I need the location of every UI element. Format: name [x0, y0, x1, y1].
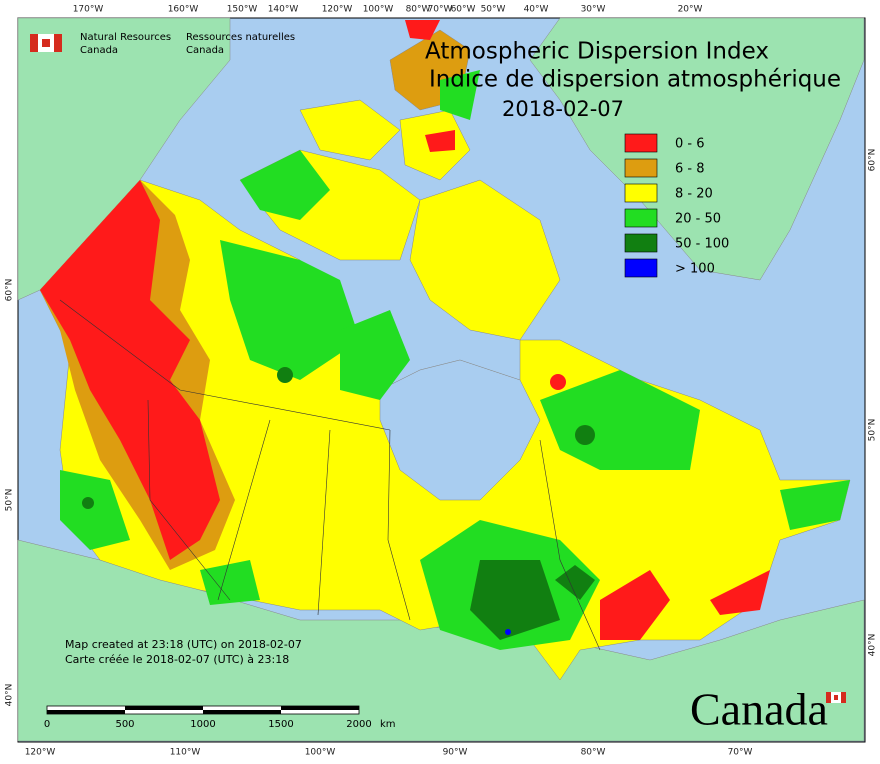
province-borders — [59, 299, 601, 651]
scale-label: 1000 — [190, 719, 215, 730]
graticule-label: 170°W — [73, 5, 104, 15]
graticule-label: 30°W — [581, 5, 606, 15]
dept-fr: Ressources naturelles — [186, 32, 295, 43]
graticule-label: 110°W — [170, 748, 201, 758]
wordmark-flag — [826, 692, 846, 703]
hudson-bay — [379, 359, 541, 501]
legend-swatch — [624, 183, 658, 203]
legend-label: > 100 — [675, 262, 715, 277]
scale-unit: km — [380, 719, 396, 730]
legend-label: 8 - 20 — [675, 187, 713, 202]
graticule-label: 80°W — [581, 748, 606, 758]
legend-label: 20 - 50 — [675, 212, 721, 227]
index-zones — [40, 20, 850, 650]
title-date: 2018-02-07 — [502, 97, 624, 121]
dept-en: Natural Resources — [80, 32, 171, 43]
scale-bar — [46, 705, 360, 715]
graticule-label: 60°N — [868, 149, 878, 172]
scale-label: 1500 — [268, 719, 293, 730]
graticule-label: 140°W — [268, 5, 299, 15]
legend-swatch — [624, 233, 658, 253]
created-fr: Carte créée le 2018-02-07 (UTC) à 23:18 — [65, 653, 289, 666]
dept-fr: Canada — [186, 45, 224, 56]
dept-en: Canada — [80, 45, 118, 56]
legend-label: 0 - 6 — [675, 137, 705, 152]
graticule-label: 40°W — [524, 5, 549, 15]
graticule-label: 120°W — [322, 5, 353, 15]
graticule-label: 20°W — [678, 5, 703, 15]
graticule-label: 100°W — [305, 748, 336, 758]
legend-swatch — [624, 258, 658, 278]
scale-label: 0 — [44, 719, 50, 730]
wordmark: Canada — [690, 684, 828, 735]
graticule-label: 40°N — [868, 634, 878, 657]
graticule-label: 150°W — [227, 5, 258, 15]
title-fr: Indice de dispersion atmosphérique — [429, 67, 841, 93]
graticule-label: 160°W — [168, 5, 199, 15]
legend-swatch — [624, 133, 658, 153]
nrcan-logo — [30, 34, 62, 52]
legend-label: 50 - 100 — [675, 237, 729, 252]
graticule-label: 80°W — [406, 5, 431, 15]
graticule-label: 70°W — [728, 748, 753, 758]
graticule-label: 50°N — [5, 489, 15, 512]
graticule-label: 90°W — [443, 748, 468, 758]
graticule-label: 70°W — [428, 5, 453, 15]
graticule-label: 60°N — [5, 279, 15, 302]
graticule-label: 50°N — [868, 419, 878, 442]
scale-label: 500 — [115, 719, 134, 730]
legend-swatch — [624, 208, 658, 228]
graticule-label: 60°W — [451, 5, 476, 15]
graticule-label: 40°N — [5, 684, 15, 707]
graticule-label: 120°W — [25, 748, 56, 758]
graticule-label: 100°W — [363, 5, 394, 15]
legend-label: 6 - 8 — [675, 162, 705, 177]
graticule-label: 50°W — [481, 5, 506, 15]
created-en: Map created at 23:18 (UTC) on 2018-02-07 — [65, 638, 302, 651]
legend-swatch — [624, 158, 658, 178]
scale-label: 2000 — [346, 719, 371, 730]
title-en: Atmospheric Dispersion Index — [425, 39, 769, 65]
